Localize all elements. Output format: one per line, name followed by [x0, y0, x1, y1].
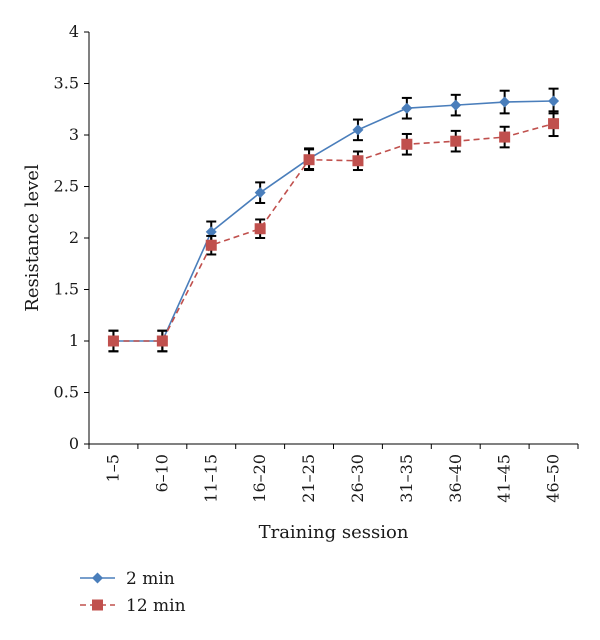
data-point — [548, 95, 560, 107]
y-tick-label: 1 — [69, 331, 79, 350]
data-point — [254, 223, 266, 235]
x-tick-label: 16–20 — [250, 454, 269, 503]
data-point — [450, 135, 462, 147]
y-axis-title: Resistance level — [22, 164, 43, 312]
x-tick-label: 21–25 — [299, 454, 318, 503]
y-tick-label: 3 — [69, 125, 79, 144]
data-point — [401, 102, 413, 114]
x-axis-ticks: 1–5 6–10 11–15 16–20 21–25 26–30 31–35 36–40 41–… — [88, 444, 579, 503]
series-line — [113, 100, 554, 342]
plot-area — [107, 87, 560, 353]
y-tick-label: 3.5 — [54, 74, 79, 93]
series-12-min — [107, 110, 560, 353]
legend-label: 12 min — [126, 596, 186, 616]
y-tick-label: 1.5 — [54, 280, 79, 299]
legend: 2 min 12 min — [80, 569, 186, 616]
data-point — [352, 124, 364, 136]
data-point — [401, 138, 413, 150]
y-tick-label: 0.5 — [54, 383, 79, 402]
x-tick-label: 26–30 — [348, 454, 367, 503]
y-tick-label: 0 — [69, 434, 79, 453]
y-axis-ticks: 0 0.5 1 1.5 2 2.5 3 3.5 4 — [54, 22, 89, 453]
data-point — [254, 187, 266, 199]
data-point — [303, 154, 315, 166]
x-tick-label: 11–15 — [201, 454, 220, 503]
legend-marker — [92, 572, 103, 584]
data-point — [499, 96, 511, 108]
x-tick-label: 6–10 — [152, 454, 171, 493]
data-point — [352, 155, 364, 167]
x-axis-title: Training session — [259, 522, 409, 543]
legend-label: 2 min — [126, 569, 175, 589]
legend-item: 2 min — [80, 569, 175, 589]
x-tick-label: 36–40 — [446, 454, 465, 503]
x-tick-label: 31–35 — [397, 454, 416, 503]
data-point — [205, 239, 217, 251]
series-line — [113, 122, 554, 342]
data-point — [205, 226, 217, 238]
data-point — [107, 335, 119, 347]
legend-item: 12 min — [80, 596, 186, 616]
data-point — [156, 335, 168, 347]
x-tick-label: 46–50 — [544, 454, 563, 503]
x-tick-label: 1–5 — [103, 454, 122, 482]
data-point — [450, 99, 462, 111]
y-tick-label: 2.5 — [54, 177, 79, 196]
data-point — [548, 118, 560, 130]
x-tick-label: 41–45 — [495, 454, 514, 503]
legend-marker — [92, 599, 103, 611]
y-tick-label: 4 — [69, 22, 79, 41]
series-2-min — [107, 87, 560, 353]
y-tick-label: 2 — [69, 228, 79, 247]
data-point — [499, 131, 511, 143]
